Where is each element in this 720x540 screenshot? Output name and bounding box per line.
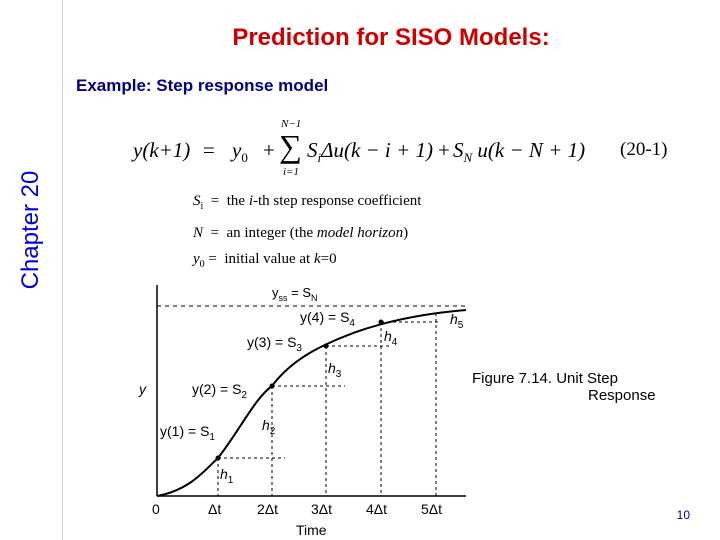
response-point <box>269 383 275 389</box>
point-label: y(4) = S4 <box>300 309 355 329</box>
equation-number: (20-1) <box>620 139 668 160</box>
figure-caption: Figure 7.14. Unit Step Response <box>472 370 656 404</box>
page-number: 10 <box>676 508 690 522</box>
equation-term-2: SN u(k − N + 1) <box>453 138 586 166</box>
yss-label: yss = SN <box>272 285 318 303</box>
x-axis-label: Time <box>296 522 327 538</box>
point-label: y(2) = S2 <box>192 381 247 401</box>
sum-lower-limit: i=1 <box>283 166 299 178</box>
y-axis-label: y <box>138 381 147 397</box>
h-label: h3 <box>328 360 342 380</box>
response-point <box>215 455 221 461</box>
equation-lhs: y(k+1) <box>133 138 191 162</box>
x-tick-label: 2Δt <box>257 501 278 517</box>
definitions-list: Si = the i-th step response coefficient … <box>193 188 421 278</box>
slide-title: Prediction for SISO Models: <box>232 24 550 51</box>
h-label: h1 <box>220 466 234 486</box>
x-tick-label: 3Δt <box>311 501 332 517</box>
response-point <box>323 343 329 349</box>
figure-caption-line-2: Response <box>588 387 656 404</box>
equation-20-1: y(k+1) = y0 + N−1 ∑ i=1 SiΔu(k − i + 1) … <box>133 118 693 188</box>
sidebar: Chapter 20 <box>0 0 63 540</box>
equation-term-1: SiΔu(k − i + 1) <box>307 138 433 166</box>
x-tick-label: 5Δt <box>421 501 442 517</box>
slide-subtitle: Example: Step response model <box>76 76 329 95</box>
definition-row: N = an integer (the model horizon) <box>193 225 409 241</box>
sum-symbol: ∑ <box>279 128 302 164</box>
figure-caption-line-1: Figure 7.14. Unit Step <box>472 370 618 387</box>
x-tick-label: 0 <box>152 501 160 517</box>
point-label: y(1) = S1 <box>160 423 215 443</box>
h-label: h5 <box>450 311 464 331</box>
definition-row: y0 = initial value at k=0 <box>193 251 337 270</box>
x-tick-label: 4Δt <box>366 501 387 517</box>
chapter-label: Chapter 20 <box>17 170 44 290</box>
h-label: h4 <box>384 328 398 348</box>
h-label: h2 <box>262 417 276 437</box>
equation-plus-1: + <box>263 138 275 162</box>
step-response-figure: y Time 0 Δt 2Δt 3Δt 4Δt 5Δt yss = SN y(1… <box>138 285 467 538</box>
point-label: y(3) = S3 <box>247 334 302 354</box>
response-curve <box>156 309 467 497</box>
x-tick-label: Δt <box>208 501 221 517</box>
response-point <box>378 319 384 325</box>
equation-plus-2: + <box>438 138 450 162</box>
sum-upper-limit: N−1 <box>281 118 302 130</box>
definition-row: Si = the i-th step response coefficient <box>193 193 422 212</box>
equation-y0: y0 <box>232 138 248 166</box>
equation-equals: = <box>203 138 215 162</box>
